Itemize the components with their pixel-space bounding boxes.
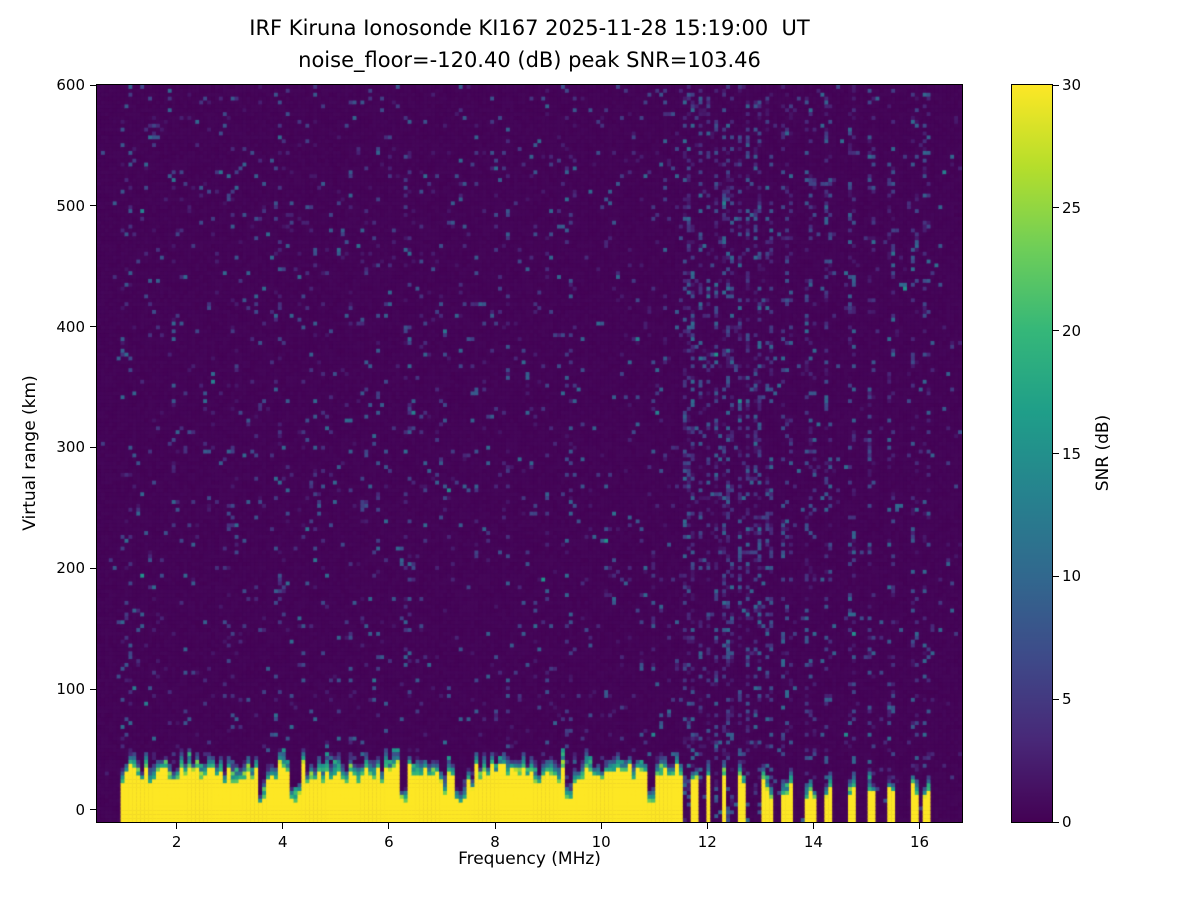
y-tick-mark <box>90 567 96 569</box>
colorbar-tick-mark <box>1053 453 1059 454</box>
y-tick-label: 400 <box>56 317 85 336</box>
x-tick-mark <box>919 823 921 829</box>
x-tick-mark <box>706 823 708 829</box>
x-tick-mark <box>388 823 390 829</box>
x-tick-label: 10 <box>591 833 611 851</box>
colorbar-tick-mark <box>1053 821 1059 823</box>
y-tick-mark <box>90 446 96 448</box>
chart-subtitle: noise_floor=-120.40 (dB) peak SNR=103.46 <box>298 48 761 72</box>
colorbar-tick-label: 30 <box>1062 76 1082 94</box>
plot-area <box>96 84 963 823</box>
x-tick-mark <box>600 823 602 829</box>
y-tick-mark <box>90 809 96 811</box>
y-tick-label: 200 <box>56 559 85 578</box>
colorbar-tick-mark <box>1053 698 1059 700</box>
colorbar-tick-label: 5 <box>1062 690 1072 709</box>
y-tick-label: 0 <box>75 800 85 819</box>
x-tick-mark <box>282 823 284 829</box>
colorbar-tick-mark <box>1053 330 1059 332</box>
y-tick-mark <box>90 84 96 86</box>
colorbar-tick-label: 15 <box>1062 444 1082 463</box>
heatmap-canvas <box>97 85 962 822</box>
y-tick-label: 300 <box>56 438 85 457</box>
colorbar <box>1011 84 1053 823</box>
chart-title: IRF Kiruna Ionosonde KI167 2025-11-28 15… <box>249 16 810 40</box>
x-tick-label: 16 <box>909 833 930 851</box>
colorbar-tick-label: 25 <box>1062 198 1082 217</box>
colorbar-tick-label: 10 <box>1062 567 1082 586</box>
x-tick-label: 14 <box>803 833 823 851</box>
x-tick-mark <box>812 823 814 829</box>
y-tick-mark <box>90 205 96 207</box>
x-tick-label: 2 <box>171 833 182 851</box>
y-tick-mark <box>90 326 96 328</box>
colorbar-tick-mark <box>1053 575 1059 577</box>
x-axis-label: Frequency (MHz) <box>458 849 601 869</box>
x-tick-mark <box>494 823 496 829</box>
x-tick-label: 4 <box>277 833 288 851</box>
y-tick-label: 100 <box>56 680 85 699</box>
colorbar-tick-label: 20 <box>1062 321 1082 340</box>
colorbar-tick-mark <box>1053 207 1059 209</box>
x-tick-label: 6 <box>384 833 394 851</box>
colorbar-label: SNR (dB) <box>1093 414 1113 492</box>
y-tick-label: 600 <box>56 76 85 94</box>
y-tick-label: 500 <box>56 196 85 215</box>
x-tick-mark <box>176 823 178 829</box>
colorbar-tick-label: 0 <box>1062 813 1072 831</box>
x-tick-label: 12 <box>697 833 717 851</box>
y-axis-label: Virtual range (km) <box>20 375 40 531</box>
colorbar-tick-mark <box>1053 84 1059 86</box>
x-tick-label: 8 <box>490 833 500 851</box>
y-tick-mark <box>90 688 96 690</box>
